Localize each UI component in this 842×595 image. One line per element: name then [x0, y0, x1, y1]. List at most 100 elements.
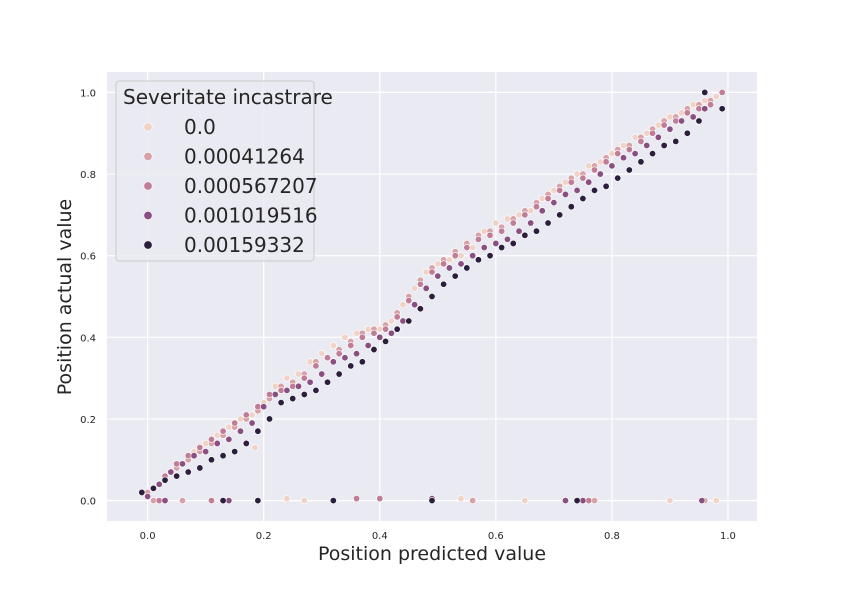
data-point: [532, 203, 540, 211]
data-point: [207, 456, 215, 464]
data-point: [242, 439, 250, 447]
x-tick-labels: 0.0 0.2 0.4 0.6 0.8 1.0: [140, 531, 736, 542]
y-tick-label: 0.6: [80, 252, 96, 263]
data-point: [353, 329, 361, 337]
data-point: [329, 341, 337, 349]
data-point: [324, 378, 332, 386]
data-point: [521, 231, 529, 239]
data-point: [428, 268, 436, 276]
data-point: [678, 117, 686, 125]
data-point: [416, 305, 424, 313]
data-point: [643, 129, 651, 137]
data-point: [329, 497, 337, 505]
data-point: [434, 260, 442, 268]
data-point: [672, 117, 680, 125]
data-point: [596, 170, 604, 178]
data-point: [590, 497, 598, 505]
data-point: [353, 495, 361, 503]
gridlines: [107, 72, 757, 521]
data-point: [550, 199, 558, 207]
x-tick-label: 0.2: [256, 531, 272, 542]
data-point: [149, 497, 157, 505]
data-point: [202, 439, 210, 447]
data-point: [254, 497, 262, 505]
legend-title: Severitate incastrare: [123, 85, 333, 109]
data-point: [573, 497, 581, 505]
data-point: [474, 235, 482, 243]
data-point: [486, 252, 494, 260]
data-point: [701, 105, 709, 113]
data-point: [393, 325, 401, 333]
data-point: [324, 354, 332, 362]
data-point: [306, 358, 314, 366]
data-point: [469, 244, 477, 252]
data-point: [556, 211, 564, 219]
data-point: [625, 166, 633, 174]
data-point: [190, 452, 198, 460]
data-point: [364, 325, 372, 333]
data-point: [631, 150, 639, 158]
data-point: [509, 219, 517, 227]
data-point: [312, 386, 320, 394]
data-point: [707, 101, 715, 109]
legend-entry: 0.001019516: [184, 204, 318, 228]
data-point: [579, 174, 587, 182]
data-point: [289, 382, 297, 390]
data-point: [225, 423, 233, 431]
data-point: [387, 329, 395, 337]
data-point: [358, 333, 366, 341]
data-point: [585, 162, 593, 170]
data-point: [457, 260, 465, 268]
data-point: [161, 497, 169, 505]
data-point: [608, 150, 616, 158]
data-point: [155, 497, 163, 505]
data-point: [683, 109, 691, 117]
data-point: [596, 158, 604, 166]
data-point: [666, 125, 674, 133]
data-point: [579, 195, 587, 203]
legend-marker: [143, 122, 153, 132]
data-point: [300, 390, 308, 398]
legend-marker: [143, 211, 153, 221]
data-point: [422, 268, 430, 276]
data-point: [457, 495, 465, 503]
data-point: [306, 378, 314, 386]
data-point: [689, 101, 697, 109]
x-tick-label: 1.0: [720, 531, 736, 542]
data-point: [654, 121, 662, 129]
legend: Severitate incastrare 0.0 0.00041264 0.000…: [115, 80, 333, 262]
data-point: [457, 252, 465, 260]
data-point: [492, 239, 500, 247]
data-point: [335, 350, 343, 358]
data-point: [544, 195, 552, 203]
data-point: [283, 374, 291, 382]
legend-entry: 0.00041264: [184, 145, 305, 169]
data-point: [445, 264, 453, 272]
legend-marker: [143, 181, 153, 191]
y-axis-label: Position actual value: [54, 199, 76, 395]
data-point: [167, 468, 175, 476]
data-point: [434, 272, 442, 280]
data-point: [515, 227, 523, 235]
data-point: [236, 427, 244, 435]
x-tick-label: 0.0: [140, 531, 156, 542]
data-point: [585, 178, 593, 186]
legend-entry: 0.000567207: [184, 174, 318, 198]
data-point: [480, 227, 488, 235]
data-point: [405, 317, 413, 325]
data-point: [463, 244, 471, 252]
legend-marker: [143, 152, 153, 162]
data-point: [370, 329, 378, 337]
data-point: [440, 280, 448, 288]
data-point: [236, 415, 244, 423]
data-point: [329, 358, 337, 366]
data-point: [213, 431, 221, 439]
data-point: [144, 493, 152, 501]
data-point: [718, 105, 726, 113]
data-point: [695, 117, 703, 125]
data-points: [138, 88, 726, 505]
data-point: [411, 301, 419, 309]
data-point: [602, 158, 610, 166]
data-point: [712, 92, 720, 100]
data-point: [445, 256, 453, 264]
